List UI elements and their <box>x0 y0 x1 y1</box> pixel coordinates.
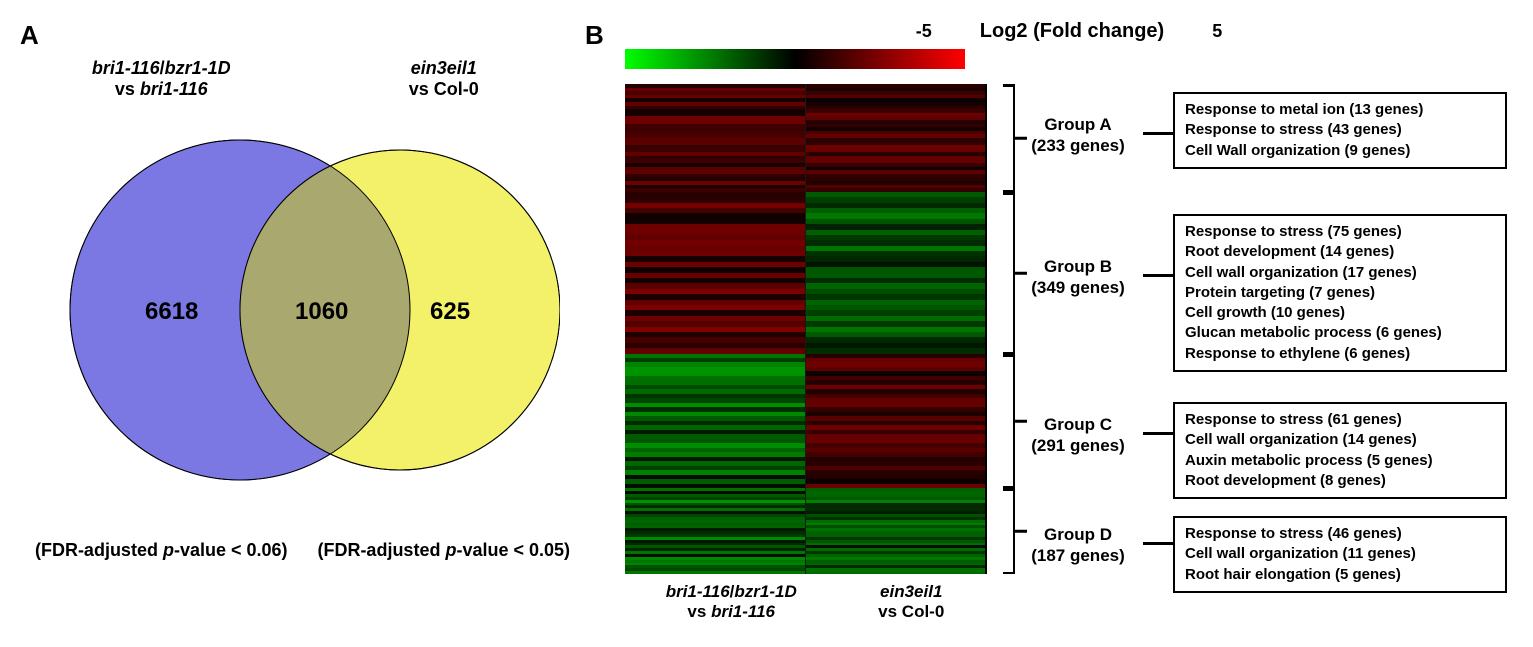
go-box-group-B: Response to stress (75 genes)Root develo… <box>1173 214 1507 372</box>
go-term: Cell Wall organization (9 genes) <box>1185 141 1495 161</box>
heatmap-col <box>806 84 986 192</box>
venn-count-right: 625 <box>430 298 470 326</box>
heatmap-group-A <box>625 84 985 192</box>
go-term: Response to metal ion (13 genes) <box>1185 100 1495 120</box>
venn-pval-right: (FDR-adjusted p-value < 0.05) <box>317 540 570 561</box>
group-label-B: Group B(349 genes) <box>1013 256 1143 299</box>
venn-label-right: ein3eil1 vs Col-0 <box>303 58 586 100</box>
group-label-D: Group D(187 genes) <box>1013 524 1143 567</box>
venn-top-labels: bri1-116/bzr1-1D vs bri1-116 ein3eil1 vs… <box>20 58 585 100</box>
heatmap-col <box>625 84 806 192</box>
heatmap-group-B <box>625 192 985 354</box>
bracket-group-D <box>987 488 1015 574</box>
venn-count-left: 6618 <box>145 298 198 326</box>
go-term: Root development (14 genes) <box>1185 242 1495 262</box>
heatmap-col <box>625 354 806 489</box>
venn-diagram: 6618 1060 625 <box>60 130 560 490</box>
scale-title: Log2 (Fold change) <box>980 20 1164 43</box>
venn-pval-left: (FDR-adjusted p-value < 0.06) <box>35 540 288 561</box>
venn-label-left: bri1-116/bzr1-1D vs bri1-116 <box>20 58 303 100</box>
go-term: Response to stress (75 genes) <box>1185 222 1495 242</box>
heatmap-col <box>806 192 986 354</box>
connector-D <box>1143 542 1173 545</box>
go-term: Cell wall organization (11 genes) <box>1185 544 1495 564</box>
heatmap-header: -5 Log2 (Fold change) 5 <box>625 20 1513 43</box>
heatmap-body: Group A(233 genes) Group B(349 genes) Grou… <box>595 84 1513 574</box>
go-term: Response to stress (43 genes) <box>1185 120 1495 140</box>
venn-bottom-labels: (FDR-adjusted p-value < 0.06) (FDR-adjus… <box>20 540 585 561</box>
connector-C <box>1143 432 1173 435</box>
venn-label-right-line1: ein3eil1 <box>303 58 586 79</box>
go-term: Cell wall organization (17 genes) <box>1185 263 1495 283</box>
go-term: Root development (8 genes) <box>1185 471 1495 491</box>
figure: A bri1-116/bzr1-1D vs bri1-116 ein3eil1 … <box>20 20 1513 620</box>
bracket-group-B <box>987 192 1015 354</box>
heatmap <box>625 84 987 574</box>
go-term: Response to ethylene (6 genes) <box>1185 344 1495 364</box>
venn-label-right-line2: vs Col-0 <box>303 79 586 100</box>
heatmap-col <box>625 488 806 574</box>
bracket-group-C <box>987 354 1015 488</box>
heatmap-xlabel-2: ein3eil1 vs Col-0 <box>878 582 944 622</box>
go-term: Response to stress (61 genes) <box>1185 410 1495 430</box>
heatmap-col <box>625 192 806 354</box>
venn-label-left-line1: bri1-116/bzr1-1D <box>20 58 303 79</box>
go-box-group-C: Response to stress (61 genes)Cell wall o… <box>1173 402 1507 499</box>
go-box-group-A: Response to metal ion (13 genes)Response… <box>1173 92 1507 169</box>
go-term: Cell wall organization (14 genes) <box>1185 430 1495 450</box>
heatmap-col <box>806 354 986 489</box>
go-term: Response to stress (46 genes) <box>1185 524 1495 544</box>
panel-b: B -5 Log2 (Fold change) 5 <box>595 20 1513 620</box>
heatmap-xlabel-1: bri1-116/bzr1-1D vs bri1-116 <box>666 582 797 622</box>
bracket-group-A <box>987 84 1015 192</box>
go-boxes: Response to metal ion (13 genes)Response… <box>1173 84 1513 574</box>
connector-A <box>1143 132 1173 135</box>
go-term: Cell growth (10 genes) <box>1185 303 1495 323</box>
go-term: Protein targeting (7 genes) <box>1185 283 1495 303</box>
connectors <box>1143 84 1173 574</box>
panel-b-letter: B <box>585 20 604 51</box>
connector-B <box>1143 274 1173 277</box>
venn-label-left-line2: vs bri1-116 <box>20 79 303 100</box>
heatmap-col <box>806 488 986 574</box>
go-term: Auxin metabolic process (5 genes) <box>1185 451 1495 471</box>
heatmap-group-D <box>625 488 985 574</box>
go-term: Root hair elongation (5 genes) <box>1185 565 1495 585</box>
panel-a: A bri1-116/bzr1-1D vs bri1-116 ein3eil1 … <box>20 20 585 620</box>
color-gradient-bar <box>625 49 965 69</box>
group-brackets <box>987 84 1013 574</box>
scale-max: 5 <box>1212 21 1222 42</box>
scale-min: -5 <box>916 21 932 42</box>
group-labels: Group A(233 genes) Group B(349 genes) Grou… <box>1013 84 1143 574</box>
group-label-C: Group C(291 genes) <box>1013 414 1143 457</box>
go-box-group-D: Response to stress (46 genes)Cell wall o… <box>1173 516 1507 593</box>
heatmap-group-C <box>625 354 985 489</box>
heatmap-x-labels: bri1-116/bzr1-1D vs bri1-116 ein3eil1 vs… <box>625 582 985 622</box>
go-term: Glucan metabolic process (6 genes) <box>1185 323 1495 343</box>
venn-count-overlap: 1060 <box>295 298 348 326</box>
panel-a-letter: A <box>20 20 39 51</box>
group-label-A: Group A(233 genes) <box>1013 114 1143 157</box>
